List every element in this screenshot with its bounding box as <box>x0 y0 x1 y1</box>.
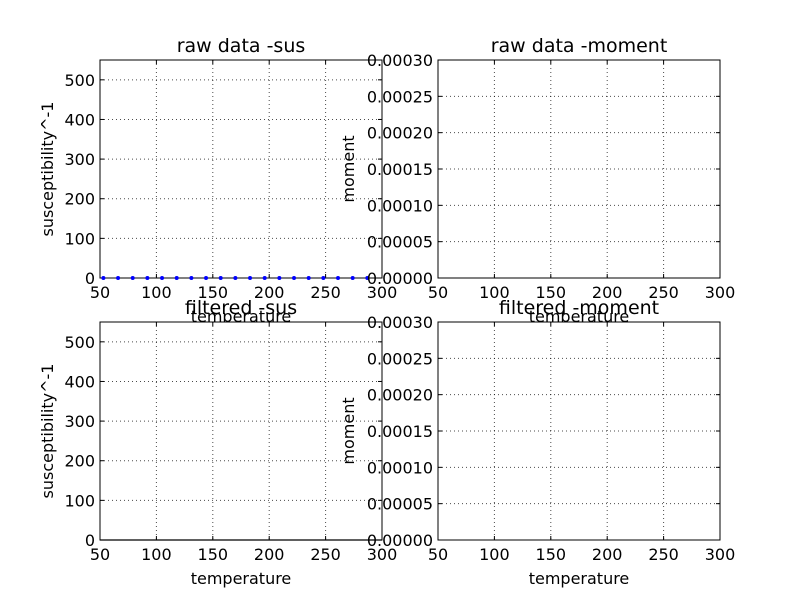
y-tick-label: 0.00000 <box>367 531 433 550</box>
data-point <box>101 276 106 280</box>
x-tick-label: 250 <box>310 545 341 564</box>
x-tick-label: 250 <box>648 283 679 302</box>
subplot-1: 50 100 150 200 250 300 0 100 200 300 400 500 raw dat… <box>38 35 397 326</box>
data-point <box>277 276 282 280</box>
x-tick-label: 100 <box>479 545 510 564</box>
data-point <box>218 276 223 280</box>
x-tick-label: 250 <box>310 283 341 302</box>
y-tick-label: 300 <box>64 412 95 431</box>
x-axis-label: temperature <box>529 569 630 588</box>
y-tick-label: 100 <box>64 491 95 510</box>
y-tick-label: 400 <box>64 372 95 391</box>
x-tick-label: 200 <box>592 545 623 564</box>
data-point <box>145 276 150 280</box>
x-tick-label: 100 <box>141 283 172 302</box>
data-point <box>365 276 370 280</box>
plot-frame <box>437 59 721 279</box>
x-tick-label: 300 <box>705 283 736 302</box>
y-tick-label: 500 <box>64 71 95 90</box>
x-tick-label: 50 <box>90 283 110 302</box>
x-tick-label: 150 <box>536 545 567 564</box>
y-tick-label: 0.00030 <box>367 313 433 332</box>
x-tick-label: 150 <box>198 545 229 564</box>
subplot-4: 50 100 150 200 250 3000.000000.000050.000100.… <box>339 297 735 588</box>
data-point <box>336 276 341 280</box>
data-point <box>350 276 355 280</box>
y-tick-label: 100 <box>64 229 95 248</box>
x-tick-label: 300 <box>705 545 736 564</box>
data-point <box>160 276 165 280</box>
y-tick-label: 0.00005 <box>367 233 433 252</box>
x-axis-label: temperature <box>529 307 630 326</box>
y-tick-label: 0.00000 <box>367 269 433 288</box>
y-tick-label: 200 <box>64 452 95 471</box>
x-axis-label: temperature <box>191 569 292 588</box>
x-tick-label: 50 <box>90 545 110 564</box>
chart-title: raw data -sus <box>177 35 306 57</box>
data-point <box>248 276 253 280</box>
y-tick-label: 200 <box>64 190 95 209</box>
y-axis-label: moment <box>339 135 358 202</box>
x-tick-label: 200 <box>254 283 285 302</box>
chart-title: filtered -sus <box>185 297 297 319</box>
y-tick-label: 0.00015 <box>367 160 433 179</box>
data-point <box>306 276 311 280</box>
y-tick-label: 0.00020 <box>367 386 433 405</box>
y-axis-label: susceptibility^-1 <box>38 102 57 237</box>
y-tick-label: 0.00020 <box>367 124 433 143</box>
x-axis-label: temperature <box>191 307 292 326</box>
chart-title: raw data -moment <box>491 35 668 57</box>
plot-area <box>99 321 383 541</box>
y-tick-label: 0.00005 <box>367 495 433 514</box>
y-tick-label: 0.00025 <box>367 349 433 368</box>
chart-title: filtered -moment <box>499 297 659 319</box>
y-tick-label: 0.00025 <box>367 87 433 106</box>
data-point <box>116 276 121 280</box>
data-point <box>130 276 135 280</box>
x-tick-label: 250 <box>648 545 679 564</box>
data-point <box>189 276 194 280</box>
plot-area <box>99 59 383 279</box>
y-tick-label: 400 <box>64 110 95 129</box>
data-point <box>321 276 326 280</box>
data-point <box>292 276 297 280</box>
x-tick-label: 150 <box>198 283 229 302</box>
x-tick-label: 100 <box>141 545 172 564</box>
y-tick-label: 500 <box>64 333 95 352</box>
data-point <box>204 276 209 280</box>
y-tick-label: 0 <box>85 531 95 550</box>
data-point <box>174 276 179 280</box>
x-tick-label: 200 <box>254 545 285 564</box>
data-point <box>262 276 267 280</box>
subplot-3: 50 100 150 200 250 300 0 100 200 300 400 500 filtere… <box>38 297 397 588</box>
y-tick-label: 0.00015 <box>367 422 433 441</box>
x-tick-label: 150 <box>536 283 567 302</box>
y-axis-label: susceptibility^-1 <box>38 364 57 499</box>
x-tick-label: 300 <box>367 545 398 564</box>
y-tick-label: 0.00030 <box>367 51 433 70</box>
y-tick-label: 0.00010 <box>367 458 433 477</box>
plot-frame <box>437 321 721 541</box>
x-tick-label: 50 <box>428 283 448 302</box>
y-tick-label: 0.00010 <box>367 196 433 215</box>
y-axis-label: moment <box>339 397 358 464</box>
data-point <box>233 276 238 280</box>
x-tick-label: 100 <box>479 283 510 302</box>
x-tick-label: 50 <box>428 545 448 564</box>
x-tick-label: 200 <box>592 283 623 302</box>
y-tick-label: 300 <box>64 150 95 169</box>
plot-frame <box>99 59 383 279</box>
x-tick-label: 300 <box>367 283 398 302</box>
y-tick-label: 0 <box>85 269 95 288</box>
subplot-2: 50 100 150 200 250 3000.000000.000050.000100.… <box>339 35 735 326</box>
